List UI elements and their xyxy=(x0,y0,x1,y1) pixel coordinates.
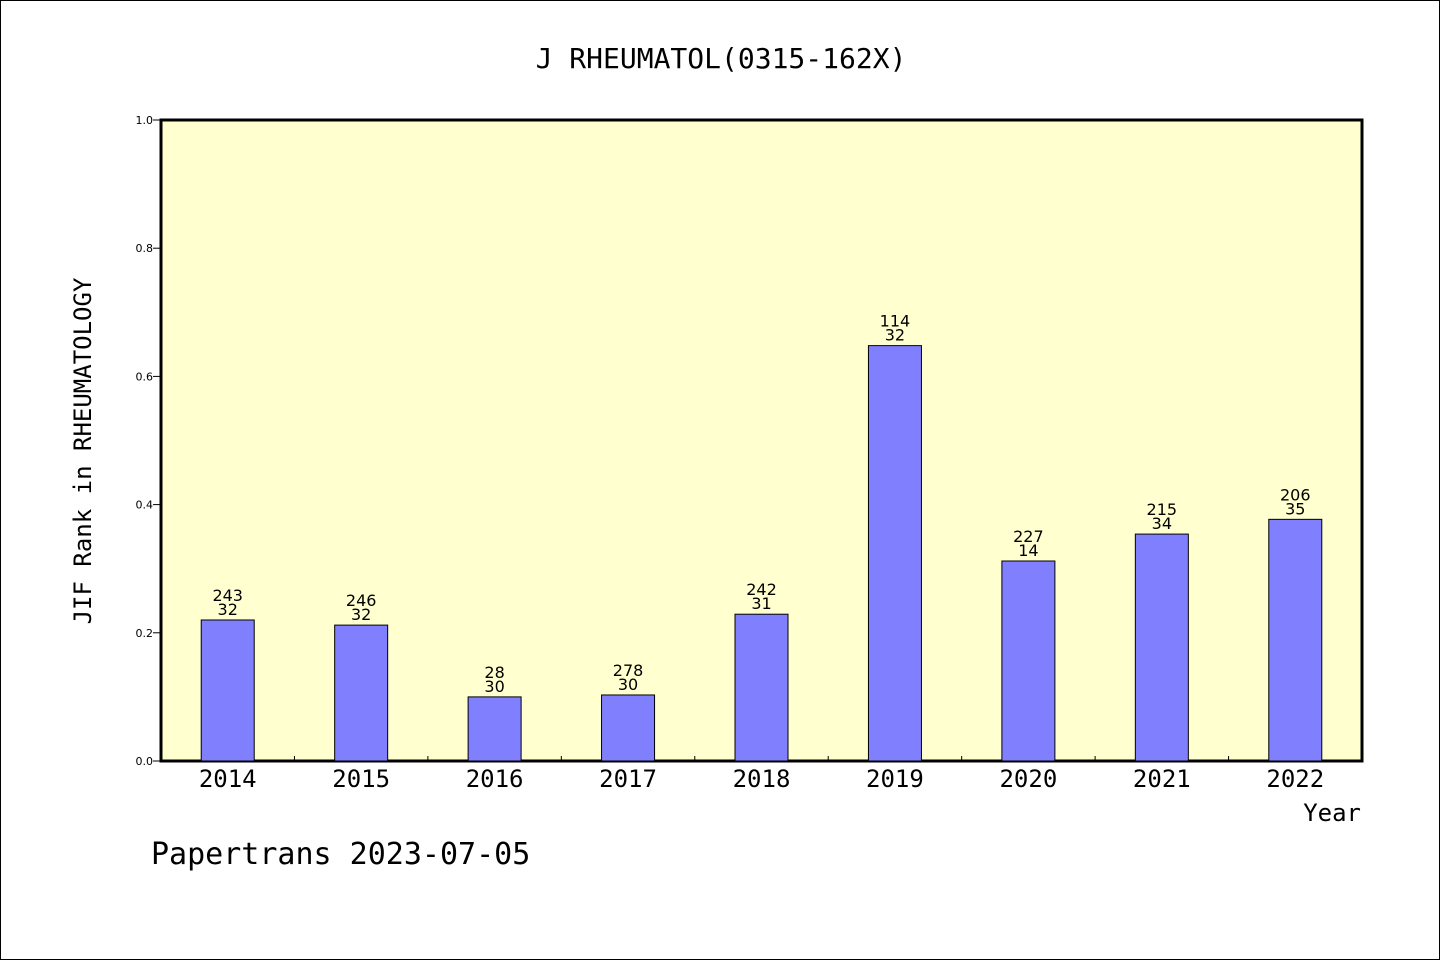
bar-label-bottom-2022: 35 xyxy=(1285,499,1305,518)
x-tick-label-5: 2019 xyxy=(866,765,924,793)
bar-2022 xyxy=(1268,518,1323,762)
y-tick-label-1: 0.2 xyxy=(136,627,154,640)
bar-label-top-2015: 246 xyxy=(346,591,377,610)
bar-2020 xyxy=(1001,560,1056,762)
bar-label-top-2021: 215 xyxy=(1147,500,1178,519)
bar-label-top-2018: 242 xyxy=(746,580,777,599)
bar-2017 xyxy=(601,694,656,762)
bar-label-top-2020: 227 xyxy=(1013,527,1044,546)
bar-label-bottom-2014: 32 xyxy=(218,600,238,619)
bar-label-bottom-2020: 14 xyxy=(1018,541,1038,560)
x-tick-label-3: 2017 xyxy=(599,765,657,793)
x-tick-label-1: 2015 xyxy=(332,765,390,793)
bar-label-top-2014: 243 xyxy=(212,586,243,605)
bar-label-bottom-2015: 32 xyxy=(351,605,371,624)
bar-label-top-2017: 278 xyxy=(613,661,644,680)
y-tick-label-2: 0.4 xyxy=(136,499,154,512)
y-tick-label-3: 0.6 xyxy=(136,370,154,383)
bar-label-bottom-2019: 32 xyxy=(885,326,905,345)
bar-label-bottom-2017: 30 xyxy=(618,675,638,694)
y-tick-label-5: 1.0 xyxy=(136,114,154,127)
y-tick-label-0: 0.0 xyxy=(136,755,154,768)
bar-label-bottom-2016: 30 xyxy=(484,677,504,696)
x-axis: 2014 2015 2016 2017 2018 2019 2020 2021 2022 xyxy=(199,756,1324,793)
x-tick-label-7: 2021 xyxy=(1133,765,1191,793)
x-tick-label-2: 2016 xyxy=(466,765,524,793)
bar-2019 xyxy=(867,345,922,762)
y-tick-label-4: 0.8 xyxy=(136,242,154,255)
bar-2018 xyxy=(734,613,789,762)
chart-title: J RHEUMATOL(0315-162X) xyxy=(536,42,907,75)
y-axis: 0.0 0.2 0.4 0.6 0.8 1.0 xyxy=(136,114,161,768)
bar-2021 xyxy=(1134,533,1189,762)
x-tick-label-4: 2018 xyxy=(733,765,791,793)
bar-label-top-2022: 206 xyxy=(1280,485,1311,504)
x-tick-label-0: 2014 xyxy=(199,765,257,793)
bars xyxy=(200,345,1323,762)
bar-label-bottom-2018: 31 xyxy=(751,594,771,613)
bar-label-top-2016: 28 xyxy=(484,663,504,682)
x-tick-label-6: 2020 xyxy=(999,765,1057,793)
bar-2016 xyxy=(467,696,522,762)
footer-text: Papertrans 2023-07-05 xyxy=(151,837,530,872)
y-axis-label: JIF Rank in RHEUMATOLOGY xyxy=(69,277,97,624)
bar-label-top-2019: 114 xyxy=(880,312,911,331)
bar-2014 xyxy=(200,619,255,762)
x-axis-label: Year xyxy=(1303,799,1361,827)
bar-label-bottom-2021: 34 xyxy=(1152,514,1172,533)
bar-2015 xyxy=(334,624,389,762)
x-tick-label-8: 2022 xyxy=(1266,765,1324,793)
